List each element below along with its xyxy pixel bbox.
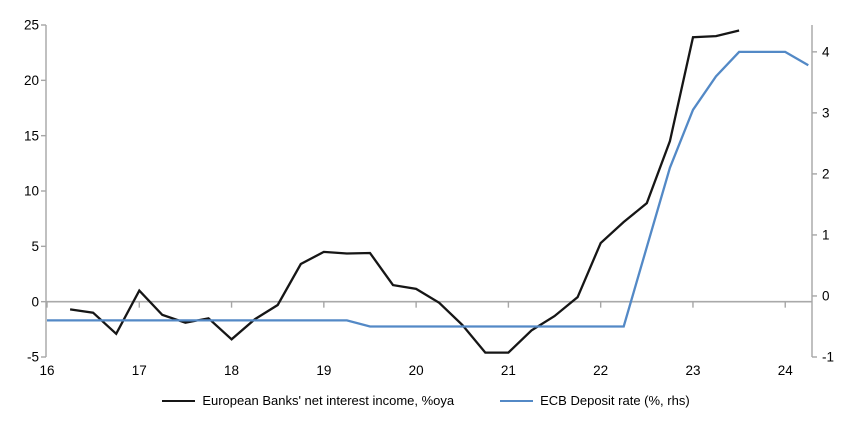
x-axis-tick-label: 19	[316, 363, 331, 378]
right-axis-tick-label: 0	[822, 289, 830, 304]
chart-legend: European Banks' net interest income, %oy…	[0, 393, 852, 408]
series-line-ecb-deposit-rate	[47, 50, 809, 328]
right-axis-tick-label: 3	[822, 106, 830, 121]
left-axis-tick-label: 25	[24, 18, 39, 33]
x-axis-tick-label: 20	[409, 363, 424, 378]
right-axis-tick-label: 2	[822, 167, 830, 182]
left-axis-tick-label: 10	[24, 184, 39, 199]
left-axis-tick-label: -5	[27, 350, 39, 365]
left-axis-tick-label: 5	[31, 239, 39, 254]
legend-line-sample-blue	[500, 399, 534, 402]
x-axis-tick-label: 16	[39, 363, 54, 378]
left-axis-tick-label: 20	[24, 73, 39, 88]
right-axis-tick-label: 4	[822, 45, 830, 60]
legend-label-ecb-deposit-rate: ECB Deposit rate (%, rhs)	[540, 393, 690, 408]
legend-item-ecb-deposit-rate: ECB Deposit rate (%, rhs)	[500, 393, 690, 408]
legend-line-sample-black	[162, 399, 196, 402]
x-axis-tick-label: 24	[778, 363, 794, 378]
right-axis-tick-label: 1	[822, 228, 830, 243]
x-axis-tick-label: 17	[132, 363, 147, 378]
x-axis-tick-label: 23	[685, 363, 700, 378]
legend-label-net-interest-income: European Banks' net interest income, %oy…	[202, 393, 455, 408]
series-line-net-interest-income	[69, 29, 740, 354]
left-axis-tick-label: 0	[31, 294, 39, 309]
x-axis-tick-label: 21	[501, 363, 516, 378]
x-axis-tick-label: 18	[224, 363, 239, 378]
left-axis-tick-label: 15	[24, 128, 39, 143]
x-axis-tick-label: 22	[593, 363, 608, 378]
legend-item-net-interest-income: European Banks' net interest income, %oy…	[162, 393, 454, 408]
right-axis-tick-label: -1	[822, 350, 834, 365]
